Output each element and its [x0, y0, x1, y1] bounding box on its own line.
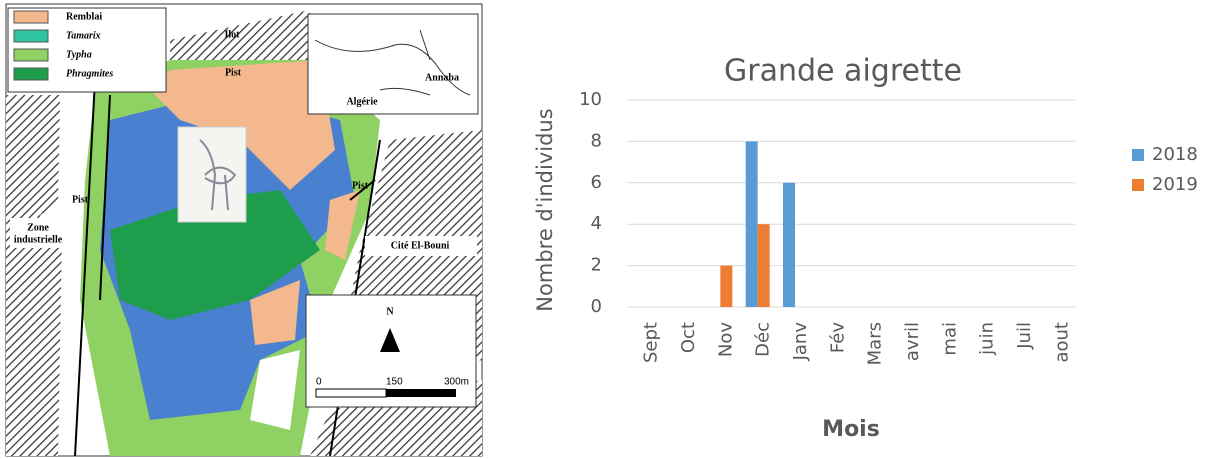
legend-swatch	[13, 67, 49, 81]
map-label: Algérie	[346, 96, 378, 107]
y-tick-label: 6	[591, 172, 602, 193]
map-label: Ilot	[225, 29, 241, 40]
x-tick-label: avril	[902, 322, 923, 361]
legend-label: Phragmites	[66, 68, 113, 79]
hatch-left	[6, 95, 62, 456]
legend-label: Tamarix	[66, 30, 101, 41]
scale-label: 300m	[444, 377, 469, 388]
legend-swatch	[13, 10, 49, 24]
x-tick-label: Fév	[827, 322, 848, 353]
map-label: Annaba	[425, 72, 459, 83]
y-axis-label: Nombre d'individus	[533, 108, 557, 311]
inset-frame	[307, 13, 479, 115]
y-tick-label: 0	[591, 296, 602, 317]
x-tick-label: Déc	[753, 322, 774, 357]
x-tick-label: Oct	[678, 322, 699, 353]
y-tick-label: 2	[591, 255, 602, 276]
legend-swatch	[1132, 149, 1144, 161]
x-tick-label: juin	[977, 322, 998, 356]
map-label: Pist	[72, 194, 89, 205]
map-label: Pist	[352, 180, 369, 191]
chart: Grande aigrette Nombre d'individus Mois …	[533, 54, 1198, 443]
x-tick-label: Sept	[641, 322, 662, 363]
x-tick-label: Janv	[790, 322, 811, 362]
phragmites-area	[110, 190, 320, 320]
scale-bar	[315, 388, 387, 398]
legend-label: Remblai	[66, 11, 102, 22]
bar	[783, 182, 795, 307]
scale-label: 150	[386, 377, 403, 388]
bar	[757, 224, 770, 307]
bar	[745, 141, 758, 307]
roads	[74, 79, 381, 457]
chart-title: Grande aigrette	[724, 54, 962, 89]
cite-box	[365, 236, 477, 256]
map-label: industrielle	[14, 234, 63, 245]
legend-label: 2018	[1152, 144, 1198, 165]
bar	[720, 265, 733, 307]
legend-swatch	[13, 48, 49, 62]
x-axis-label: Mois	[822, 417, 880, 442]
remblai-area	[325, 190, 360, 260]
remblai-area	[250, 280, 300, 345]
legend-swatch	[13, 29, 49, 43]
white-area	[250, 350, 300, 430]
y-tick-label: 8	[591, 130, 602, 151]
remblai-area	[150, 60, 335, 190]
map-label: Cité El-Bouni	[391, 240, 450, 251]
x-tick-label: Mars	[865, 322, 886, 365]
north-arrow	[380, 328, 400, 352]
map-label: Pist	[225, 67, 242, 78]
legend-swatch	[1132, 179, 1144, 191]
heron-figure	[199, 139, 237, 211]
legend-label: Typha	[66, 49, 92, 60]
hatch-top	[170, 10, 310, 70]
x-tick-label: Juil	[1014, 322, 1035, 350]
x-tick-label: aout	[1051, 322, 1072, 363]
x-tick-label: mai	[939, 322, 960, 356]
scale-label: 0	[316, 377, 322, 388]
x-tick-label: Nov	[715, 322, 736, 357]
legend-label: 2019	[1152, 174, 1198, 195]
north-label: N	[386, 306, 394, 317]
y-tick-label: 10	[579, 89, 602, 110]
y-tick-label: 4	[591, 213, 602, 234]
zone-box	[10, 218, 68, 248]
map: Remblai Tamarix Typha Phragmites Ilot Pist Pis…	[5, 3, 483, 457]
map-label: Zone	[27, 222, 49, 233]
scale-bar	[386, 389, 456, 397]
inset-coast	[314, 29, 471, 96]
